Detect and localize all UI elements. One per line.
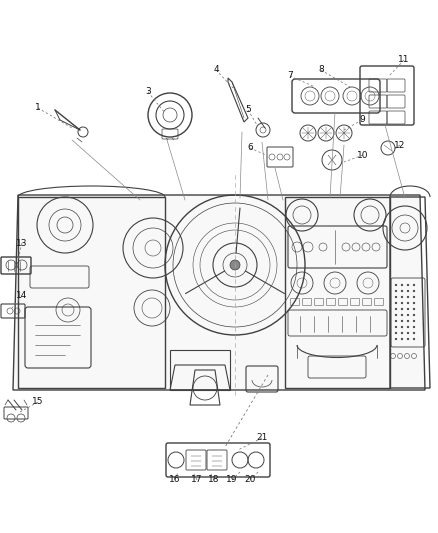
Circle shape	[230, 260, 240, 270]
Circle shape	[395, 302, 397, 304]
Text: 1: 1	[35, 103, 41, 112]
Text: 8: 8	[318, 66, 324, 75]
Circle shape	[401, 302, 403, 304]
Circle shape	[413, 314, 415, 316]
Circle shape	[407, 302, 409, 304]
Circle shape	[395, 320, 397, 322]
Circle shape	[413, 338, 415, 340]
Text: 11: 11	[398, 55, 410, 64]
Circle shape	[407, 296, 409, 298]
Text: 4: 4	[213, 66, 219, 75]
Circle shape	[395, 290, 397, 292]
Circle shape	[401, 296, 403, 298]
Circle shape	[395, 314, 397, 316]
Text: 15: 15	[32, 398, 44, 407]
Circle shape	[395, 284, 397, 286]
Text: 18: 18	[208, 475, 220, 484]
Circle shape	[401, 320, 403, 322]
Circle shape	[413, 320, 415, 322]
Circle shape	[395, 326, 397, 328]
Text: 17: 17	[191, 475, 203, 484]
Text: 9: 9	[359, 116, 365, 125]
Circle shape	[401, 290, 403, 292]
Text: 5: 5	[245, 106, 251, 115]
Circle shape	[401, 326, 403, 328]
Circle shape	[395, 338, 397, 340]
Circle shape	[407, 332, 409, 334]
Circle shape	[407, 326, 409, 328]
Circle shape	[413, 326, 415, 328]
Circle shape	[407, 338, 409, 340]
Circle shape	[413, 302, 415, 304]
Circle shape	[407, 320, 409, 322]
Text: 16: 16	[169, 475, 181, 484]
Circle shape	[407, 314, 409, 316]
Text: 6: 6	[247, 143, 253, 152]
Text: 3: 3	[145, 87, 151, 96]
Circle shape	[395, 308, 397, 310]
Text: 13: 13	[16, 238, 28, 247]
Circle shape	[407, 284, 409, 286]
Circle shape	[401, 332, 403, 334]
Circle shape	[407, 308, 409, 310]
Circle shape	[401, 314, 403, 316]
Text: 7: 7	[287, 71, 293, 80]
Text: 21: 21	[256, 433, 268, 442]
Text: 14: 14	[16, 292, 28, 301]
Circle shape	[413, 284, 415, 286]
Circle shape	[395, 296, 397, 298]
Text: 20: 20	[244, 475, 256, 484]
Circle shape	[413, 308, 415, 310]
Text: 10: 10	[357, 150, 369, 159]
Circle shape	[401, 308, 403, 310]
Text: 12: 12	[394, 141, 406, 149]
Bar	[170, 350, 230, 390]
Circle shape	[413, 296, 415, 298]
Text: 19: 19	[226, 475, 238, 484]
Circle shape	[413, 290, 415, 292]
Circle shape	[401, 338, 403, 340]
Circle shape	[413, 332, 415, 334]
Circle shape	[401, 284, 403, 286]
Circle shape	[407, 290, 409, 292]
Circle shape	[395, 332, 397, 334]
Polygon shape	[13, 195, 425, 390]
